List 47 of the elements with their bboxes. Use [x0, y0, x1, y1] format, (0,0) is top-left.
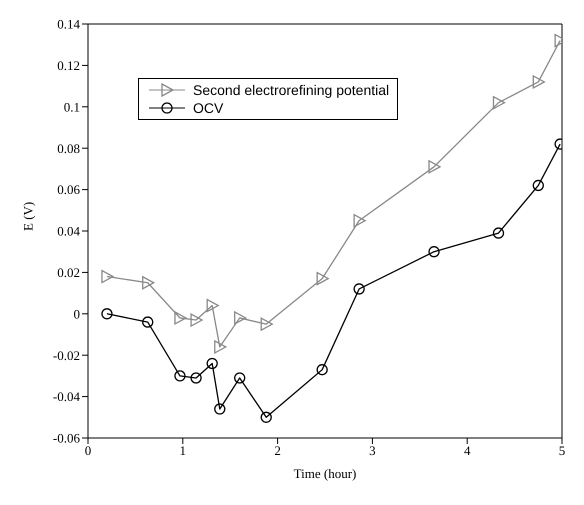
x-tick-label: 3	[369, 443, 376, 458]
point	[190, 313, 203, 327]
point	[234, 311, 246, 325]
y-tick-label: -0.06	[52, 430, 80, 446]
x-tick-label: 0	[84, 443, 92, 458]
y-tick-label: 0.14	[57, 16, 80, 32]
point	[492, 227, 504, 239]
legend-label: OCV	[193, 100, 224, 116]
point	[234, 372, 246, 384]
point	[206, 358, 218, 370]
point	[316, 364, 328, 376]
y-tick-label: 0.08	[57, 140, 80, 156]
x-tick-label: 4	[464, 443, 471, 458]
point	[492, 96, 506, 110]
point	[428, 246, 440, 258]
point	[206, 298, 219, 312]
y-tick-label: -0.04	[52, 389, 80, 404]
point	[260, 318, 273, 331]
point	[532, 180, 544, 192]
point	[142, 276, 154, 290]
point	[214, 403, 226, 415]
point	[260, 412, 272, 423]
point	[142, 316, 154, 328]
y-axis-title: E (V)	[20, 202, 36, 231]
point	[174, 370, 186, 382]
point	[532, 75, 545, 89]
y-tick-label: 0	[74, 306, 80, 322]
point	[353, 283, 365, 295]
point	[316, 272, 329, 286]
x-tick-label: 1	[180, 443, 186, 458]
point	[353, 214, 366, 228]
legend-label: Second electrorefining potential	[193, 82, 390, 98]
point	[190, 372, 202, 384]
y-tick-label: 0.06	[57, 182, 80, 198]
point	[101, 308, 113, 320]
y-tick-label: -0.02	[52, 348, 80, 363]
point	[214, 340, 226, 354]
y-tick-label: 0.02	[57, 265, 80, 280]
y-tick-label: 0.12	[57, 58, 80, 74]
point	[174, 311, 187, 325]
point	[428, 160, 441, 174]
y-tick-label: 0.04	[57, 224, 80, 239]
x-tick-label: 2	[274, 443, 281, 458]
x-axis-title: Time (hour)	[294, 466, 356, 481]
point	[101, 270, 114, 284]
x-tick-label: 5	[558, 443, 566, 458]
y-tick-label: 0.1	[64, 99, 80, 114]
